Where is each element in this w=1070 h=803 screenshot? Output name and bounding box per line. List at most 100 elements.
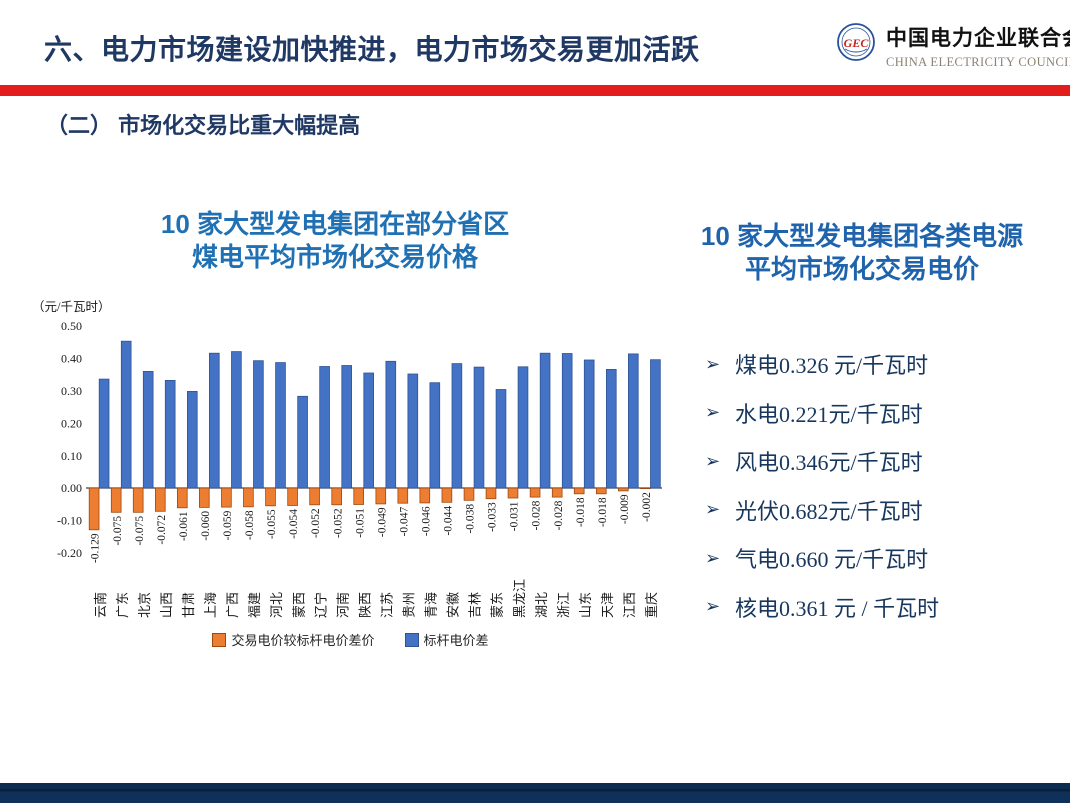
bar-negative [353,487,364,505]
y-tick-label: 0.30 [61,384,82,398]
legend-label: 交易电价较标杆电价差价 [231,633,375,648]
chart-title-line1: 10 家大型发电集团在部分省区 [160,209,510,239]
bar-positive [385,360,397,489]
value-label: -0.044 [443,506,455,536]
category-label: 吉林 [468,592,483,618]
bullet-text: 风电0.346元/千瓦时 [735,450,923,476]
bar-positive [164,380,176,489]
bar-positive [650,359,661,489]
y-tick-label: 0.40 [61,352,82,366]
bar-positive [407,373,419,489]
bar-positive [606,369,617,489]
legend-item-diff: 交易电价较标杆电价差价 [212,630,375,649]
category-label: 重庆 [644,592,659,618]
category-label: 广西 [225,592,240,618]
bar-negative [331,487,342,506]
value-label: -0.051 [354,508,366,538]
y-axis-unit: （元/千瓦时） [32,300,110,314]
cec-logo-name-cn: 中国电力企业联合会 [886,27,1070,50]
legend-label: 标杆电价差 [423,633,489,648]
cec-logo-text: 中国电力企业联合会 CHINA ELECTRICITY COUNCIL [886,22,1070,70]
bar-negative [88,487,100,531]
bar-positive [341,365,352,489]
bar-negative [441,487,453,503]
value-label: -0.052 [310,508,322,538]
category-label: 黑龙江 [512,579,527,618]
category-label: 江苏 [380,592,395,618]
cec-logo-name-en: CHINA ELECTRICITY COUNCIL [886,55,1070,69]
red-divider [0,85,1070,96]
legend-swatch-blue [404,632,419,647]
arrow-bullet-icon: ➢ [705,499,721,520]
price-bullet-list: ➢ 煤电0.326 元/千瓦时 ➢ 水电0.221元/千瓦时 ➢ 风电0.346… [705,340,939,631]
value-label: -0.018 [575,497,587,527]
bullet-item: ➢ 风电0.346元/千瓦时 [705,437,939,486]
value-label: -0.046 [420,506,432,536]
category-label: 蒙东 [490,592,505,618]
bar-positive [583,359,595,489]
bar-negative [375,487,387,505]
bar-negative [176,487,188,509]
bar-positive [186,391,198,489]
category-label: 天津 [600,592,615,618]
category-label: 陕西 [357,592,372,618]
bar-negative [618,487,629,492]
chart-legend: 交易电价较标杆电价差价 标杆电价差 [28,630,673,649]
bar-negative [198,487,210,508]
category-label: 湖北 [534,592,549,618]
value-label: -0.061 [178,511,190,541]
bar-positive [473,366,485,489]
right-title-line1: 10 家大型发电集团各类电源 [700,221,1024,251]
bar-positive [628,353,639,489]
category-label: 北京 [137,592,152,618]
bullet-item: ➢ 气电0.660 元/千瓦时 [705,534,939,583]
arrow-bullet-icon: ➢ [705,402,721,423]
bullet-text: 气电0.660 元/千瓦时 [735,547,929,573]
y-tick-label: 0.00 [61,481,82,495]
value-label: -0.049 [376,507,388,537]
category-label: 青海 [424,592,439,618]
arrow-bullet-icon: ➢ [705,547,721,568]
category-label: 江西 [622,592,637,618]
bar-negative [265,487,276,507]
bar-negative [309,487,320,506]
bar-positive [98,378,110,489]
bar-positive [451,363,463,489]
bar-negative [573,487,585,495]
coal-price-chart: （元/千瓦时） 0.50 0.40 0.30 0.20 0.10 0.00 -0.10 -0.2… [28,295,673,625]
bullet-item: ➢ 光伏0.682元/千瓦时 [705,486,939,535]
value-label: -0.031 [509,501,521,531]
value-label: -0.059 [222,510,234,540]
category-label: 云南 [93,592,108,618]
category-label: 安徽 [446,592,461,618]
bullet-item: ➢ 核电0.361 元 / 千瓦时 [705,583,939,632]
bar-negative [463,487,475,501]
bar-negative [596,487,607,495]
category-label: 山东 [578,592,593,618]
bar-positive [539,352,551,489]
category-label: 广东 [115,592,130,618]
bar-positive [253,360,264,489]
arrow-bullet-icon: ➢ [705,353,721,374]
value-label: -0.075 [112,516,124,546]
bar-positive [363,372,374,489]
bar-positive [517,366,529,489]
category-label: 上海 [203,592,218,618]
value-label: -0.060 [200,511,212,541]
bar-positive [561,353,573,489]
bar-chart-svg: （元/千瓦时） 0.50 0.40 0.30 0.20 0.10 0.00 -0.10 -0.2… [32,300,662,618]
value-label: -0.028 [531,500,543,530]
value-label: -0.009 [619,494,631,524]
bullet-item: ➢ 煤电0.326 元/千瓦时 [705,340,939,389]
value-label: -0.052 [332,508,344,538]
bar-negative [132,487,144,513]
bar-negative [551,487,563,498]
cec-emblem-icon: GEC [837,23,875,61]
bullet-text: 煤电0.326 元/千瓦时 [735,353,929,379]
value-label: -0.038 [465,504,477,534]
chart-title-line2: 煤电平均市场化交易价格 [191,242,478,272]
bar-positive [231,351,242,489]
value-label: -0.033 [487,502,499,532]
y-tick-label: 0.10 [61,449,82,463]
category-label: 河南 [335,592,350,618]
